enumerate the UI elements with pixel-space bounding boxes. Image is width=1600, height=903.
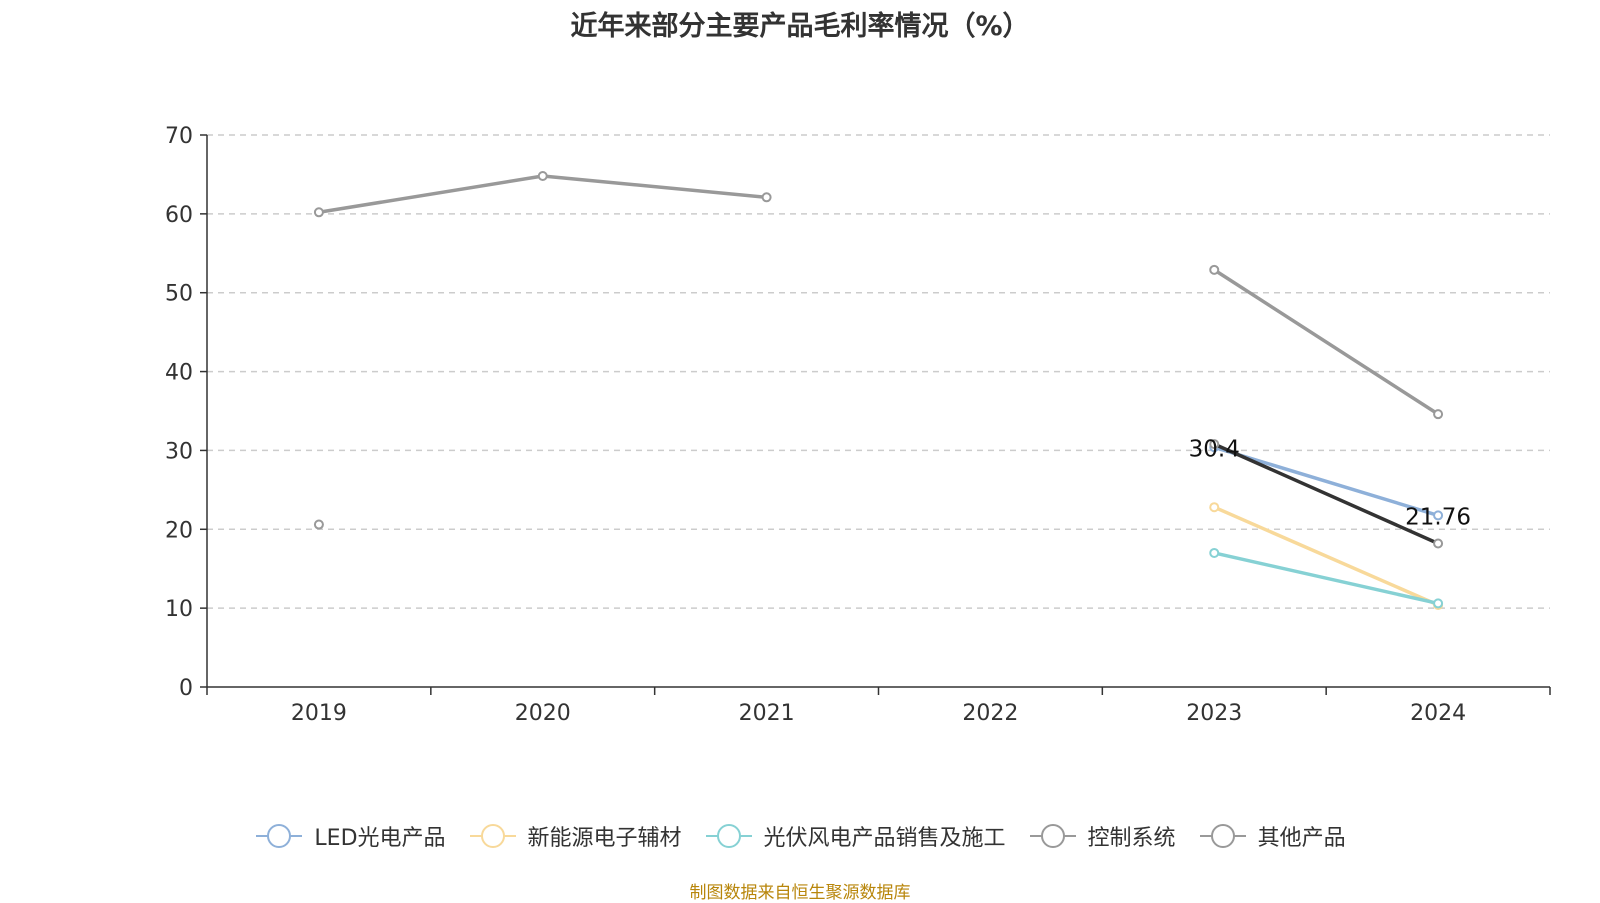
chart-title: 近年来部分主要产品毛利率情况（%） — [570, 11, 1030, 42]
y-tick-label: 30 — [165, 439, 193, 464]
x-tick-label: 2022 — [962, 701, 1018, 726]
x-tick-label: 2019 — [291, 701, 347, 726]
y-tick-label: 60 — [165, 203, 193, 228]
y-tick-label: 20 — [165, 518, 193, 543]
series-line — [317, 174, 769, 215]
legend-line-circle-icon — [256, 824, 303, 848]
series-3 — [313, 171, 1444, 420]
legend-line-circle-icon — [1199, 824, 1246, 848]
legend-item[interactable]: LED光电产品 — [254, 820, 446, 852]
data-label: 21.76 — [1405, 504, 1471, 530]
x-tick-label: 2021 — [739, 701, 795, 726]
data-point — [1433, 538, 1444, 549]
legend-item[interactable]: 光伏风电产品销售及施工 — [704, 820, 1006, 852]
x-tick-label: 2023 — [1186, 701, 1242, 726]
y-tick-label: 70 — [165, 124, 193, 149]
data-source-note: 制图数据来自恒生聚源数据库 — [689, 883, 911, 903]
series-line — [1212, 505, 1440, 607]
legend-line-circle-icon — [1029, 824, 1076, 848]
legend-line-circle-icon — [705, 824, 752, 848]
data-point — [1433, 598, 1444, 609]
series-4 — [313, 439, 1444, 549]
legend-line-circle-icon — [469, 824, 516, 848]
legend-label: 光伏风电产品销售及施工 — [763, 826, 1006, 851]
series-2 — [1209, 547, 1444, 609]
data-point — [1209, 502, 1220, 513]
legend-item[interactable]: 新能源电子辅材 — [468, 820, 682, 852]
data-label: 30.4 — [1189, 436, 1240, 462]
x-tick-label: 2024 — [1410, 701, 1466, 726]
legend-item[interactable]: 其他产品 — [1198, 820, 1346, 852]
legend-label: LED光电产品 — [314, 826, 446, 851]
data-point — [537, 171, 548, 182]
series-line — [1212, 551, 1440, 606]
chart-legend: LED光电产品 新能源电子辅材 光伏风电产品销售及施工 控制系统 其他产品 — [0, 820, 1600, 852]
series-line — [1212, 268, 1440, 416]
legend-label: 新能源电子辅材 — [527, 826, 682, 851]
y-tick-label: 10 — [165, 597, 193, 622]
series-line — [1212, 442, 1440, 546]
legend-item[interactable]: 控制系统 — [1028, 820, 1176, 852]
y-tick-label: 0 — [179, 676, 193, 701]
data-point — [761, 192, 772, 203]
data-point — [1433, 510, 1444, 521]
data-point — [1209, 439, 1220, 450]
y-tick-label: 40 — [165, 361, 193, 386]
data-point — [1209, 547, 1220, 558]
y-tick-label: 50 — [165, 282, 193, 307]
legend-label: 其他产品 — [1257, 826, 1346, 851]
x-tick-label: 2020 — [515, 701, 571, 726]
series-line — [1212, 445, 1440, 518]
legend-label: 控制系统 — [1087, 826, 1176, 851]
data-point — [1433, 409, 1444, 420]
data-point — [313, 207, 324, 218]
data-point — [1209, 264, 1220, 275]
data-point — [313, 519, 324, 530]
